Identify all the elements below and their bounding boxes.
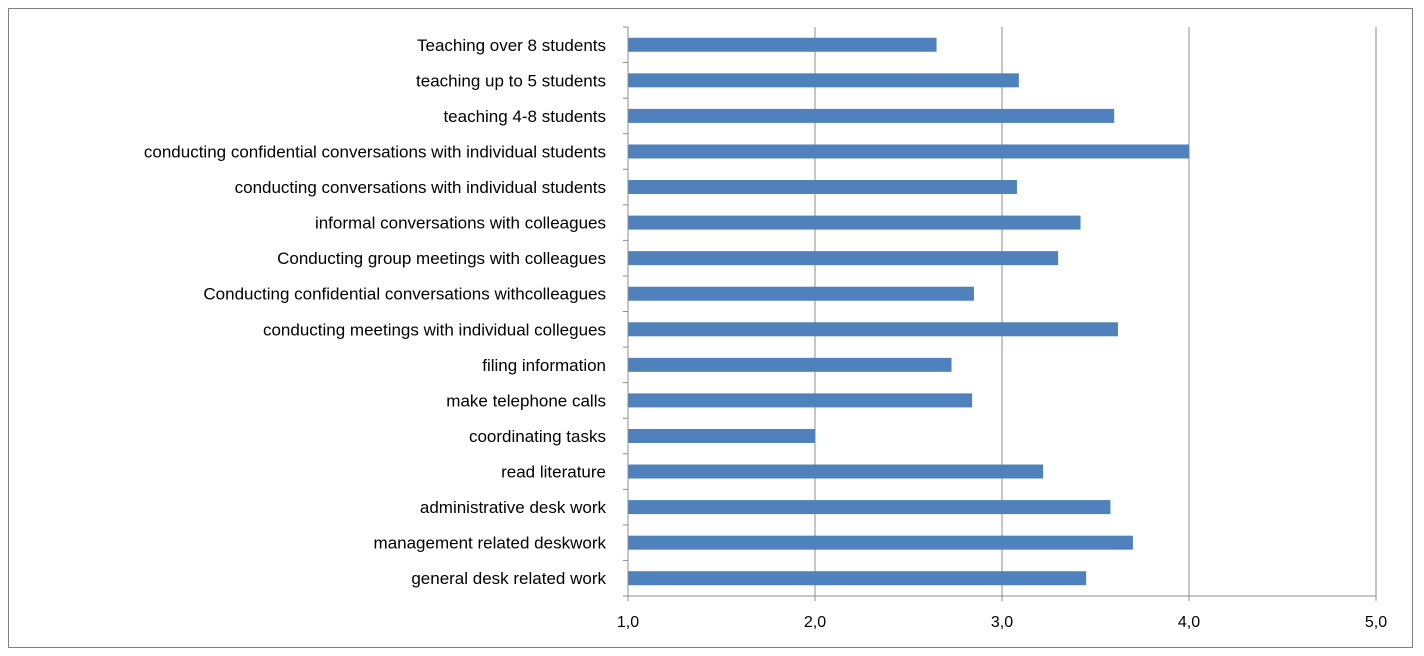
category-label: conducting conversations with individual… bbox=[235, 178, 606, 197]
bar bbox=[628, 144, 1189, 159]
category-label: read literature bbox=[501, 463, 606, 482]
x-tick-labels: 1,0 2,0 3,0 4,0 5,0 bbox=[617, 614, 1387, 631]
bar bbox=[628, 464, 1044, 479]
category-label: Conducting confidential conversations wi… bbox=[203, 285, 606, 304]
category-label: administrative desk work bbox=[420, 498, 607, 517]
category-label: conducting confidential conversations wi… bbox=[144, 142, 606, 161]
bar bbox=[628, 37, 937, 52]
x-tick-label: 4,0 bbox=[1178, 614, 1200, 631]
category-label: conducting meetings with individual coll… bbox=[263, 320, 606, 339]
category-label: Conducting group meetings with colleague… bbox=[277, 249, 606, 268]
bar bbox=[628, 73, 1019, 88]
bar bbox=[628, 215, 1081, 230]
bar bbox=[628, 180, 1017, 195]
x-tick-label: 1,0 bbox=[617, 614, 639, 631]
bar bbox=[628, 251, 1059, 266]
category-label: filing information bbox=[482, 356, 606, 375]
axes bbox=[623, 26, 1377, 601]
bar bbox=[628, 535, 1133, 550]
bar bbox=[628, 357, 952, 372]
bar bbox=[628, 571, 1087, 586]
category-labels: Teaching over 8 students teaching up to 5… bbox=[144, 36, 607, 588]
category-label: coordinating tasks bbox=[469, 427, 606, 446]
bar bbox=[628, 286, 974, 301]
x-tick-label: 2,0 bbox=[804, 614, 826, 631]
category-label: management related deskwork bbox=[374, 534, 607, 553]
bar bbox=[628, 322, 1118, 337]
category-label: general desk related work bbox=[411, 569, 606, 588]
x-tick-label: 3,0 bbox=[991, 614, 1013, 631]
bar-chart: Teaching over 8 students teaching up to 5… bbox=[144, 26, 1387, 631]
bar bbox=[628, 393, 973, 408]
x-tick-label: 5,0 bbox=[1365, 614, 1387, 631]
bar bbox=[628, 500, 1111, 515]
category-label: informal conversations with colleagues bbox=[315, 214, 606, 233]
category-label: teaching 4-8 students bbox=[443, 107, 606, 126]
category-label: Teaching over 8 students bbox=[417, 36, 606, 55]
bars bbox=[628, 37, 1189, 586]
bar bbox=[628, 108, 1115, 123]
category-label: make telephone calls bbox=[446, 391, 606, 410]
category-label: teaching up to 5 students bbox=[416, 71, 606, 90]
bar bbox=[628, 428, 815, 443]
chart-frame: Teaching over 8 students teaching up to 5… bbox=[8, 8, 1413, 648]
